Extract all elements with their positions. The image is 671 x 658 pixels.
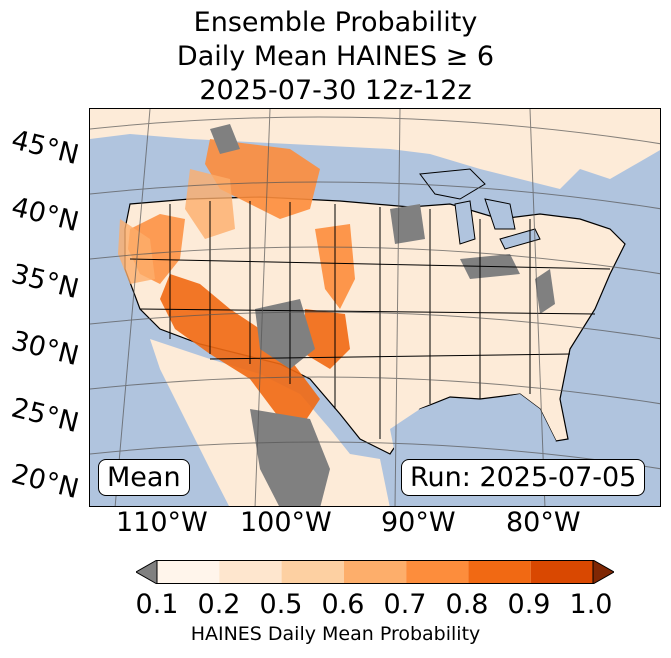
run-date-box: Run: 2025-07-05 (401, 459, 646, 496)
appalachian-missing (535, 269, 555, 314)
canada-land (90, 109, 660, 189)
colorbar-tick-1: 0.2 (197, 589, 241, 620)
lake-michigan (454, 200, 476, 245)
colorbar-tick-7: 1.0 (569, 589, 613, 620)
southwest-probability (160, 274, 320, 429)
midwest-missing (390, 204, 425, 244)
state-borders (129, 201, 611, 439)
colorbar-segment-1 (219, 560, 282, 584)
colorbar (136, 560, 614, 584)
colorbar-segment-4 (406, 560, 469, 584)
lake-superior (419, 168, 486, 200)
lake-huron (484, 198, 516, 230)
probability-map: Mean Run: 2025-07-05 (89, 108, 661, 507)
lat-label-25: 25°N (8, 392, 82, 440)
texas-panhandle-probability (305, 309, 350, 369)
lon-label-90: 90°W (381, 507, 456, 538)
lon-label-110: 110°W (116, 507, 208, 538)
lat-label-30: 30°N (8, 325, 82, 373)
colorbar-tick-4: 0.7 (383, 589, 427, 620)
title-line-3: 2025-07-30 12z-12z (199, 75, 472, 106)
colorbar-tick-5: 0.8 (445, 589, 489, 620)
lat-label-45: 45°N (8, 124, 82, 172)
colorbar-tick-2: 0.5 (259, 589, 303, 620)
colorbar-segment-0 (157, 560, 220, 584)
lat-label-20: 20°N (8, 458, 82, 506)
title-line-1: Ensemble Probability (193, 7, 478, 38)
colorbar-tick-0: 0.1 (135, 589, 179, 620)
new-mexico-missing (255, 299, 315, 369)
colorbar-tick-3: 0.6 (321, 589, 365, 620)
colorbar-over-arrow (592, 560, 614, 584)
colorbar-label: HAINES Daily Mean Probability (190, 623, 481, 645)
map-canvas (90, 109, 660, 506)
colorbar-tick-6: 0.9 (507, 589, 551, 620)
lat-label-35: 35°N (8, 258, 82, 306)
colorbar-under-arrow (136, 560, 158, 584)
lat-label-40: 40°N (8, 191, 82, 239)
lon-label-100: 100°W (240, 507, 332, 538)
california-probability (118, 219, 155, 284)
mean-label-box: Mean (98, 459, 190, 496)
lon-label-80: 80°W (506, 507, 581, 538)
colorbar-frame (156, 560, 594, 584)
colorbar-segment-2 (281, 560, 344, 584)
colorbar-segment-6 (530, 560, 593, 584)
title-line-2: Daily Mean HAINES ≥ 6 (176, 41, 495, 72)
colorbar-segment-5 (468, 560, 531, 584)
colorbar-segment-3 (343, 560, 407, 584)
northern-rockies-probability (205, 139, 320, 219)
graticule (90, 109, 660, 506)
idaho-missing (210, 124, 240, 154)
mexico-missing (250, 409, 330, 506)
